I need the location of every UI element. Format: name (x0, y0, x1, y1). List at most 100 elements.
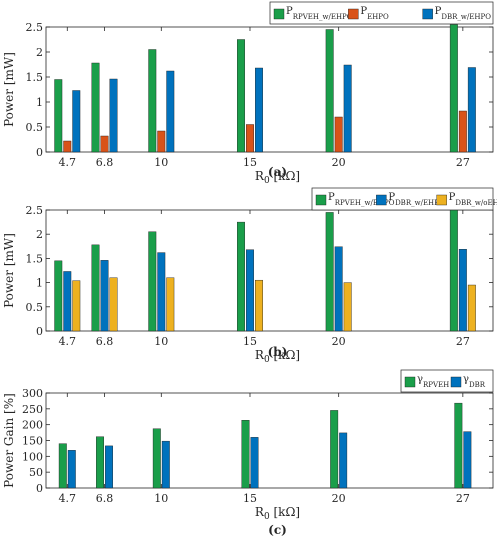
bar (325, 29, 334, 153)
bar (449, 207, 458, 332)
legend: PRPVEH_w/EHPO PEHPO PDBR_w/EHPO (269, 1, 494, 25)
bar (157, 252, 166, 332)
legend-label: PRPVEH_w/EHPO (286, 6, 353, 21)
bar (72, 280, 81, 332)
y-tick-label: 1 (36, 96, 43, 109)
legend-label-main: P (435, 6, 442, 17)
bar (148, 231, 157, 332)
bar (325, 212, 334, 332)
x-tick-label: 4.7 (59, 335, 77, 348)
legend-swatch (348, 8, 359, 20)
y-tick-label: 2 (36, 228, 43, 241)
y-tick-label: 50 (29, 466, 43, 479)
plot-frame (45, 26, 494, 153)
bar (58, 443, 67, 489)
legend-label-sub: DBR_w/oEHPO (455, 199, 497, 207)
y-tick-label: 0 (36, 146, 43, 159)
y-axis-label: Power [mW] (2, 52, 16, 127)
bar (241, 420, 250, 489)
x-tick-label: 20 (332, 335, 346, 348)
bar (250, 437, 259, 489)
legend-label: PDBR_w/EHPO (435, 6, 492, 21)
bar (54, 79, 63, 153)
x-axis-label-sub: 0 (264, 355, 270, 365)
legend: γRPVEH γDBR (400, 369, 494, 393)
bar (255, 67, 263, 153)
bar (96, 436, 104, 489)
legend-label: PRPVEH_w/EHPO (328, 192, 395, 207)
bar (105, 445, 113, 489)
x-tick-label: 20 (332, 492, 346, 505)
bar (343, 282, 352, 332)
bar (454, 402, 463, 489)
bar (91, 62, 100, 153)
x-tick-label: 27 (456, 335, 470, 348)
x-tick-label: 20 (332, 156, 346, 169)
bar (246, 124, 254, 153)
legend-label-sub: RPVEH_w/EHPO (293, 13, 353, 21)
bar (100, 260, 109, 332)
y-tick-label: 1 (36, 277, 43, 290)
panel-caption: (b) (268, 345, 288, 359)
x-axis-label: R0 [kΩ] (255, 505, 300, 522)
panel-caption: (a) (268, 165, 287, 179)
bar (246, 249, 254, 332)
legend-label-main: γ (417, 374, 423, 385)
bar (109, 78, 118, 153)
y-tick-label: 0.5 (26, 121, 44, 134)
legend-label-main: P (360, 6, 367, 17)
x-axis-label-sub: 0 (264, 512, 270, 522)
x-tick-label: 6.8 (96, 156, 114, 169)
bar (100, 135, 109, 153)
legend-box (311, 187, 494, 211)
legend-label-main: P (388, 192, 395, 203)
y-tick-label: 1.5 (26, 252, 44, 265)
x-axis-label: R0 [kΩ] (255, 169, 300, 186)
legend-label: γDBR (463, 374, 486, 389)
bar (148, 49, 157, 153)
bar (63, 140, 72, 153)
x-tick-label: 15 (243, 156, 257, 169)
legend-swatch (273, 8, 285, 20)
bar (63, 271, 72, 332)
legend-label-main: P (286, 6, 293, 17)
bar (157, 130, 166, 153)
bar (72, 90, 81, 153)
y-tick-label: 1.5 (26, 71, 44, 84)
x-tick-label: 10 (154, 335, 168, 348)
bar (161, 440, 170, 489)
y-tick-label: 200 (22, 419, 43, 432)
bar (91, 244, 100, 332)
legend-label-sub: RPVEH_w/EHPO (335, 199, 395, 207)
legend-label-sub: RPVEH (423, 381, 449, 389)
x-tick-label: 4.7 (59, 492, 77, 505)
legend-label-sub: DBR_w/EHPO (395, 199, 445, 207)
legend-swatch (422, 8, 433, 20)
bar (166, 277, 175, 332)
legend-swatch (450, 376, 462, 388)
bar (109, 277, 118, 332)
bar (339, 432, 348, 489)
chart-panel-c: 0 50 100 150 200 250 300 4.7 6.8 10 15 20 27 Power Ga… (2, 369, 494, 537)
legend-swatch (315, 194, 327, 206)
y-tick-label: 0.5 (26, 301, 44, 314)
legend-label-main: P (328, 192, 335, 203)
x-axis-label-main: R (255, 348, 265, 362)
legend-label: PEHPO (360, 6, 389, 21)
bar (458, 249, 467, 332)
legend-box (400, 369, 494, 393)
x-axis-label: R0 [kΩ] (255, 348, 300, 365)
plot-frame (45, 209, 494, 332)
legend-swatch (376, 194, 387, 206)
legend-swatch (404, 376, 416, 388)
bar (467, 284, 476, 332)
x-axis-label-unit: [kΩ] (270, 505, 300, 519)
x-tick-label: 27 (456, 492, 470, 505)
plot-frame (45, 392, 494, 489)
x-axis-label-unit: [kΩ] (270, 169, 300, 183)
bar (458, 110, 467, 153)
bar (166, 70, 175, 153)
x-axis-label-main: R (255, 169, 265, 183)
